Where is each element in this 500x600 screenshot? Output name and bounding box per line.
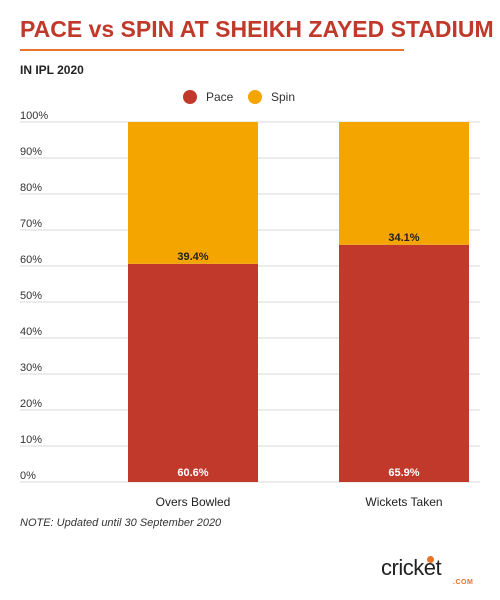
bar-spin-1 [339,122,469,245]
data-label-pace-1: 65.9% [388,467,419,479]
bar-spin-0 [128,122,258,264]
x-tick-label: Overs Bowled [156,495,231,509]
legend-swatch-spin [248,90,262,104]
footnote: NOTE: Updated until 30 September 2020 [20,517,222,529]
y-tick-label: 60% [20,254,42,266]
y-tick-label: 40% [20,326,42,338]
y-tick-label: 50% [20,290,42,302]
y-tick-label: 70% [20,218,42,230]
y-tick-label: 90% [20,146,42,158]
y-tick-label: 10% [20,434,42,446]
y-tick-label: 0% [20,470,36,482]
legend-label-spin: Spin [271,90,295,104]
data-label-spin-0: 39.4% [177,251,208,263]
chart-subtitle: IN IPL 2020 [20,63,84,77]
y-tick-label: 30% [20,362,42,374]
y-tick-label: 100% [20,110,48,122]
title-underline [20,49,404,51]
bar-pace-0 [128,263,258,482]
logo-dot-icon [427,556,434,563]
legend-label-pace: Pace [206,90,234,104]
y-tick-label: 80% [20,182,42,194]
x-tick-label: Wickets Taken [365,495,442,509]
stacked-bar-chart: 0% 10% 20% 30% 40% 50% 60% 70% 80% 90% 100% Pace Spi… [20,90,480,509]
data-label-pace-0: 60.6% [177,467,208,479]
legend-swatch-pace [183,90,197,104]
cricket-com-logo: cricket .COM [381,555,481,589]
y-tick-label: 20% [20,398,42,410]
data-label-spin-1: 34.1% [388,232,419,244]
logo-domain: .COM [453,579,474,586]
chart-title: PACE vs SPIN AT SHEIKH ZAYED STADIUM [20,16,494,42]
bar-pace-1 [339,244,469,482]
